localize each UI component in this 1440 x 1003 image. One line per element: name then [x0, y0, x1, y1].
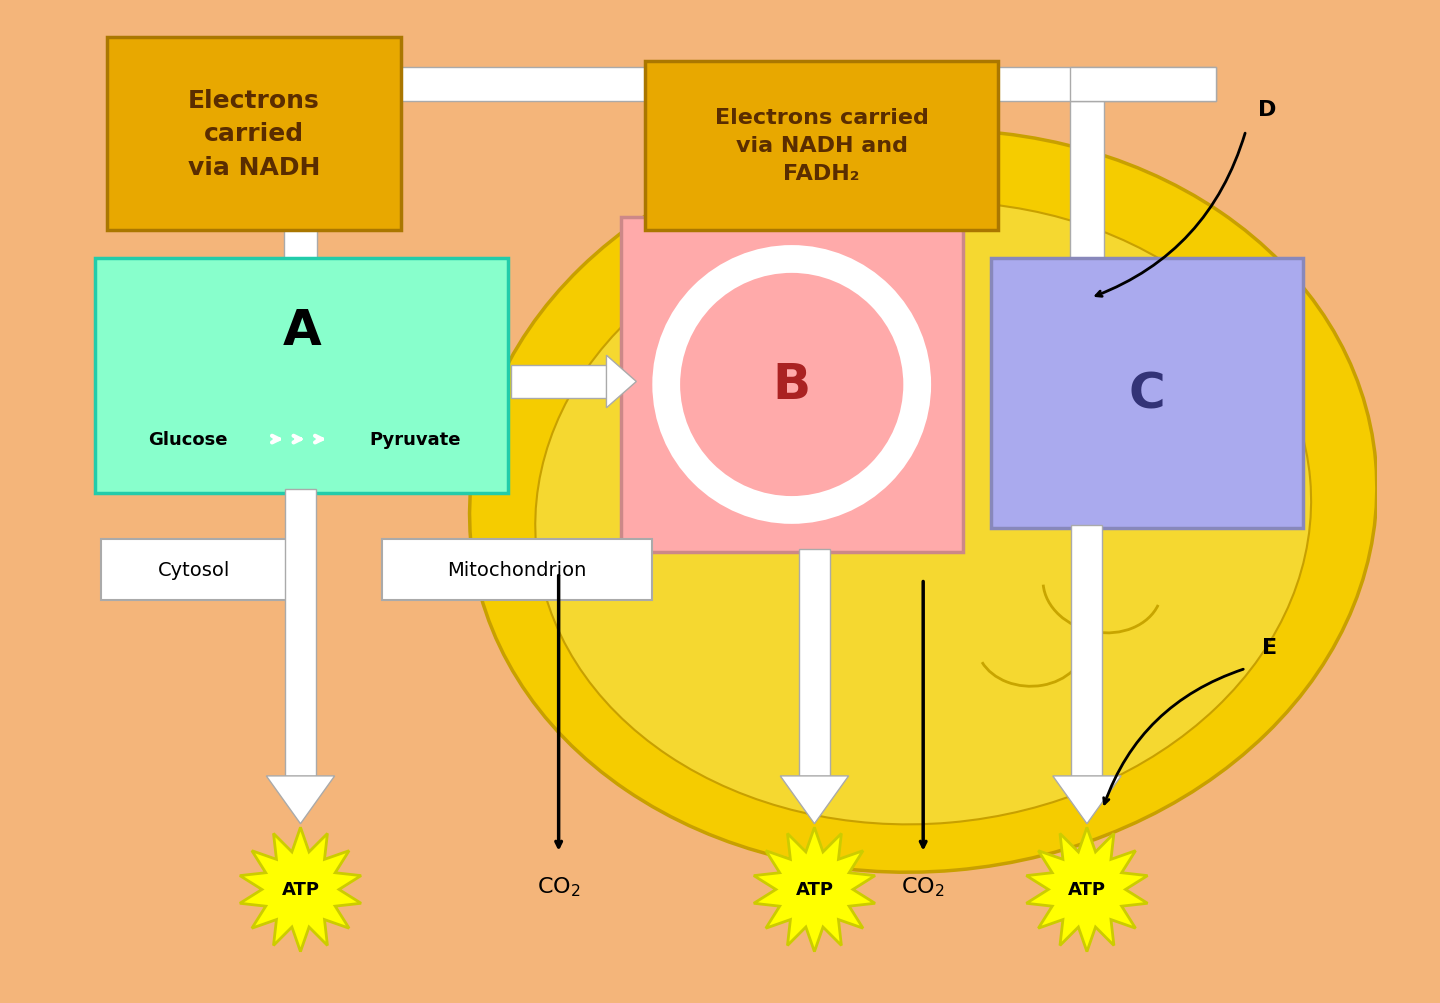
Text: ATP: ATP: [795, 881, 834, 899]
Text: Glucose: Glucose: [148, 430, 228, 448]
FancyBboxPatch shape: [645, 62, 998, 231]
FancyBboxPatch shape: [95, 259, 508, 493]
Polygon shape: [266, 776, 334, 823]
FancyBboxPatch shape: [511, 365, 611, 399]
Text: $\mathregular{CO_2}$: $\mathregular{CO_2}$: [537, 874, 580, 898]
Text: C: C: [1129, 370, 1165, 418]
Polygon shape: [1053, 776, 1122, 823]
Ellipse shape: [469, 130, 1377, 873]
Polygon shape: [1027, 827, 1148, 952]
FancyBboxPatch shape: [284, 68, 1215, 101]
FancyBboxPatch shape: [621, 218, 962, 553]
Polygon shape: [606, 356, 636, 408]
Text: Mitochondrion: Mitochondrion: [448, 560, 586, 579]
Text: $\mathregular{CO_2}$: $\mathregular{CO_2}$: [901, 874, 945, 898]
FancyBboxPatch shape: [107, 38, 400, 231]
Text: Cytosol: Cytosol: [158, 560, 230, 579]
FancyBboxPatch shape: [101, 540, 288, 601]
Text: ATP: ATP: [281, 881, 320, 899]
Polygon shape: [753, 827, 876, 952]
Polygon shape: [240, 827, 361, 952]
FancyBboxPatch shape: [382, 540, 652, 601]
FancyBboxPatch shape: [798, 101, 831, 299]
Text: Electrons
carried
via NADH: Electrons carried via NADH: [187, 89, 320, 180]
Ellipse shape: [536, 203, 1310, 824]
FancyBboxPatch shape: [1071, 526, 1103, 776]
FancyBboxPatch shape: [284, 101, 317, 299]
Polygon shape: [780, 776, 848, 823]
Text: B: B: [773, 361, 811, 409]
Text: D: D: [1259, 100, 1277, 119]
Text: Pyruvate: Pyruvate: [370, 430, 461, 448]
FancyBboxPatch shape: [1070, 68, 1215, 101]
Text: Electrons carried
via NADH and
FADH₂: Electrons carried via NADH and FADH₂: [714, 108, 929, 185]
Text: A: A: [282, 307, 321, 355]
Text: E: E: [1263, 637, 1277, 657]
FancyBboxPatch shape: [285, 489, 315, 776]
FancyBboxPatch shape: [991, 259, 1303, 529]
Text: ATP: ATP: [1068, 881, 1106, 899]
FancyBboxPatch shape: [1070, 101, 1103, 299]
FancyBboxPatch shape: [799, 550, 829, 776]
